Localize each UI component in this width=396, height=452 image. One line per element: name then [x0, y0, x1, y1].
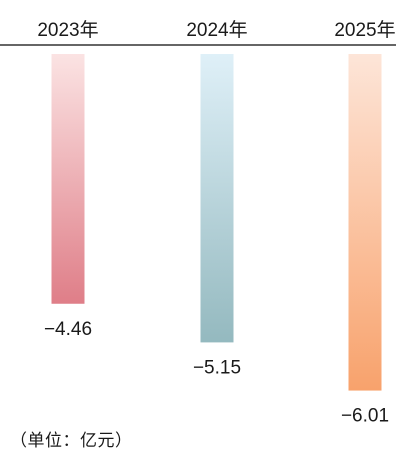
bar-2024 — [200, 54, 234, 343]
category-label: 2023年 — [37, 19, 98, 41]
value-label: −5.15 — [193, 357, 241, 378]
bar-2025 — [348, 54, 382, 391]
category-label: 2024年 — [186, 19, 247, 41]
category-label: 2025年 — [334, 19, 395, 41]
value-label: −4.46 — [44, 319, 92, 340]
unit-note: （单位：亿元） — [10, 431, 133, 450]
bar-2023 — [51, 54, 85, 304]
value-label: −6.01 — [341, 406, 389, 427]
